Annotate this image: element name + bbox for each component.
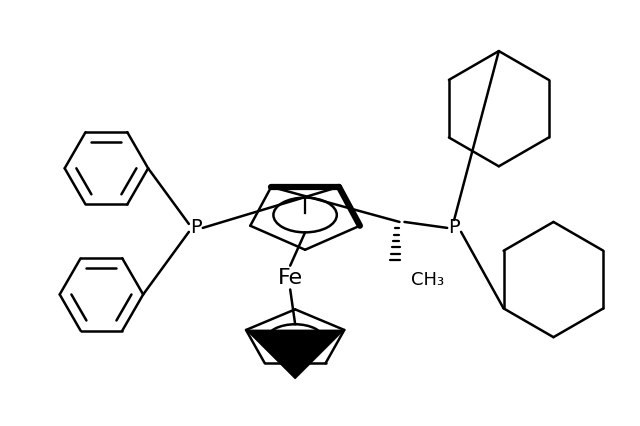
Text: Fe: Fe bbox=[278, 268, 303, 288]
Text: CH₃: CH₃ bbox=[412, 271, 445, 288]
Text: P: P bbox=[448, 219, 460, 237]
Polygon shape bbox=[246, 330, 344, 379]
Text: P: P bbox=[190, 219, 202, 237]
